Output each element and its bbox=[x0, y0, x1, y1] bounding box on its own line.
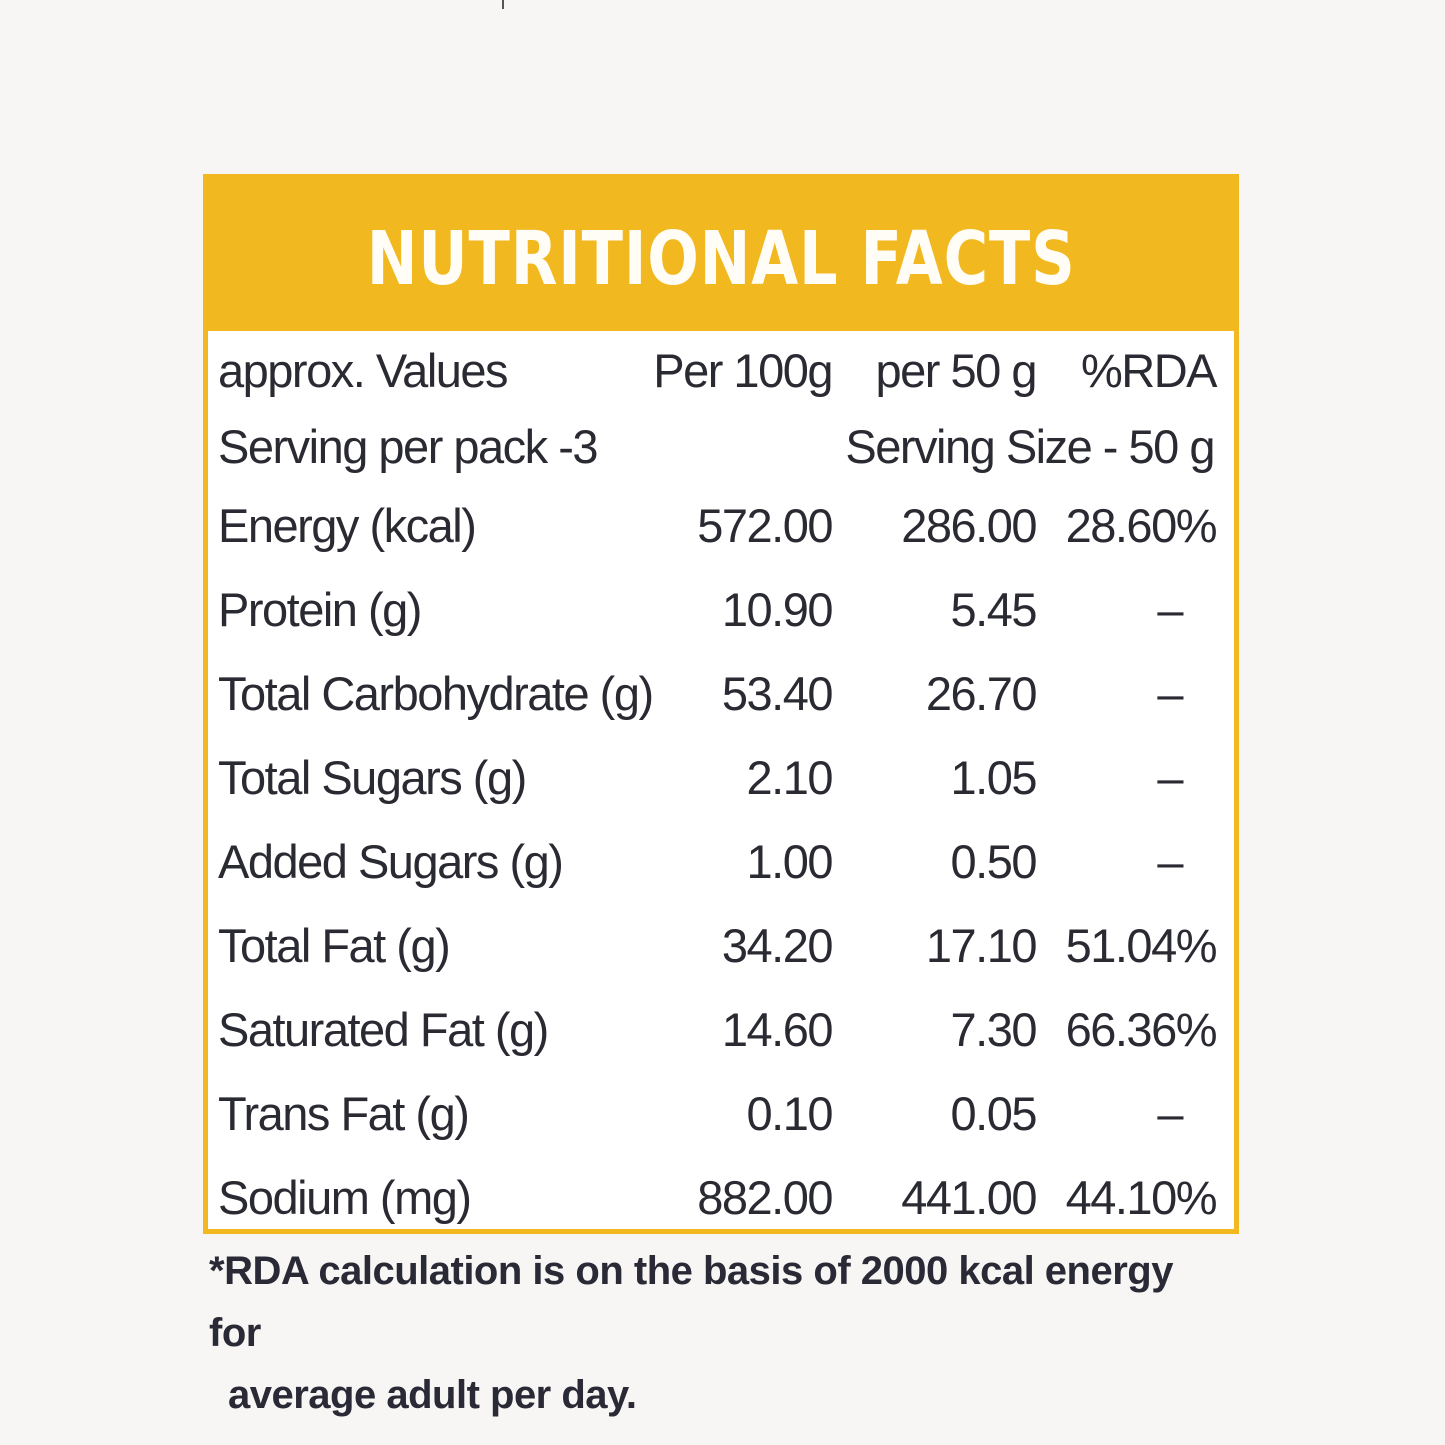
nutrient-name: Total Carbohydrate (g) bbox=[218, 667, 654, 720]
nutrient-rda: 51.04% bbox=[1065, 919, 1218, 972]
nutrient-name: Trans Fat (g) bbox=[218, 1087, 470, 1140]
nutrient-row-total-fat: Total Fat (g) 34.20 17.10 51.04% bbox=[208, 906, 1234, 986]
serving-row: Serving per pack -3 Serving Size - 50 g bbox=[208, 407, 1234, 487]
nutrient-per-100g: 882.00 bbox=[697, 1171, 833, 1224]
nutrient-name: Total Sugars (g) bbox=[218, 751, 527, 804]
nutrient-row-energy: Energy (kcal) 572.00 286.00 28.60% bbox=[208, 486, 1234, 566]
nutrient-row-total-carbohydrate: Total Carbohydrate (g) 53.40 26.70 – bbox=[208, 654, 1234, 734]
header-rda: %RDA bbox=[1080, 344, 1218, 397]
nutrient-rda: – bbox=[1157, 583, 1183, 636]
nutrient-rda: – bbox=[1157, 667, 1183, 720]
header-row: approx. Values Per 100g per 50 g %RDA bbox=[208, 331, 1234, 411]
title-bar: NUTRITIONAL FACTS bbox=[208, 179, 1234, 331]
nutrient-per-50g: 5.45 bbox=[950, 583, 1038, 636]
header-per-100g: Per 100g bbox=[653, 344, 833, 397]
nutrient-per-50g: 26.70 bbox=[925, 667, 1038, 720]
nutrient-rda: 66.36% bbox=[1065, 1003, 1218, 1056]
nutrient-per-50g: 441.00 bbox=[901, 1171, 1037, 1224]
nutrient-rda: 28.60% bbox=[1065, 499, 1218, 552]
rda-footnote: *RDA calculation is on the basis of 2000… bbox=[209, 1240, 1229, 1426]
nutrient-per-100g: 10.90 bbox=[721, 583, 834, 636]
nutrient-per-50g: 7.30 bbox=[950, 1003, 1038, 1056]
nutrient-row-sodium: Sodium (mg) 882.00 441.00 44.10% bbox=[208, 1158, 1234, 1238]
serving-per-pack: Serving per pack -3 bbox=[218, 420, 599, 473]
nutrient-row-added-sugars: Added Sugars (g) 1.00 0.50 – bbox=[208, 822, 1234, 902]
nutrient-name: Sodium (mg) bbox=[218, 1171, 472, 1224]
nutrient-row-total-sugars: Total Sugars (g) 2.10 1.05 – bbox=[208, 738, 1234, 818]
nutrient-per-100g: 34.20 bbox=[721, 919, 834, 972]
nutrient-row-protein: Protein (g) 10.90 5.45 – bbox=[208, 570, 1234, 650]
nutrition-facts-panel: NUTRITIONAL FACTS approx. Values Per 100… bbox=[203, 174, 1239, 1234]
crop-mark bbox=[502, 0, 504, 9]
nutrient-per-100g: 2.10 bbox=[746, 751, 834, 804]
nutrient-per-100g: 14.60 bbox=[721, 1003, 834, 1056]
panel-title: NUTRITIONAL FACTS bbox=[366, 216, 1076, 302]
nutrient-name: Saturated Fat (g) bbox=[218, 1003, 549, 1056]
serving-size: Serving Size - 50 g bbox=[845, 420, 1215, 473]
nutrient-per-50g: 286.00 bbox=[901, 499, 1037, 552]
nutrient-rda: 44.10% bbox=[1065, 1171, 1218, 1224]
footnote-line-2: average adult per day. bbox=[228, 1373, 637, 1417]
header-per-50g: per 50 g bbox=[875, 344, 1038, 397]
footnote-line-1: *RDA calculation is on the basis of 2000… bbox=[209, 1249, 1173, 1355]
nutrient-row-saturated-fat: Saturated Fat (g) 14.60 7.30 66.36% bbox=[208, 990, 1234, 1070]
nutrient-per-100g: 1.00 bbox=[746, 835, 834, 888]
nutrient-per-100g: 0.10 bbox=[746, 1087, 834, 1140]
nutrient-name: Total Fat (g) bbox=[218, 919, 451, 972]
nutrient-rda: – bbox=[1157, 1087, 1183, 1140]
nutrient-row-trans-fat: Trans Fat (g) 0.10 0.05 – bbox=[208, 1074, 1234, 1154]
nutrient-per-50g: 0.50 bbox=[950, 835, 1038, 888]
nutrient-rda: – bbox=[1157, 751, 1183, 804]
nutrient-name: Added Sugars (g) bbox=[218, 835, 564, 888]
nutrient-per-100g: 53.40 bbox=[721, 667, 834, 720]
nutrient-name: Protein (g) bbox=[218, 583, 422, 636]
nutrient-per-100g: 572.00 bbox=[697, 499, 833, 552]
nutrient-per-50g: 1.05 bbox=[950, 751, 1038, 804]
nutrient-rda: – bbox=[1157, 835, 1183, 888]
nutrient-per-50g: 0.05 bbox=[950, 1087, 1038, 1140]
nutrient-name: Energy (kcal) bbox=[218, 499, 477, 552]
nutrient-per-50g: 17.10 bbox=[925, 919, 1038, 972]
header-name: approx. Values bbox=[218, 344, 509, 397]
